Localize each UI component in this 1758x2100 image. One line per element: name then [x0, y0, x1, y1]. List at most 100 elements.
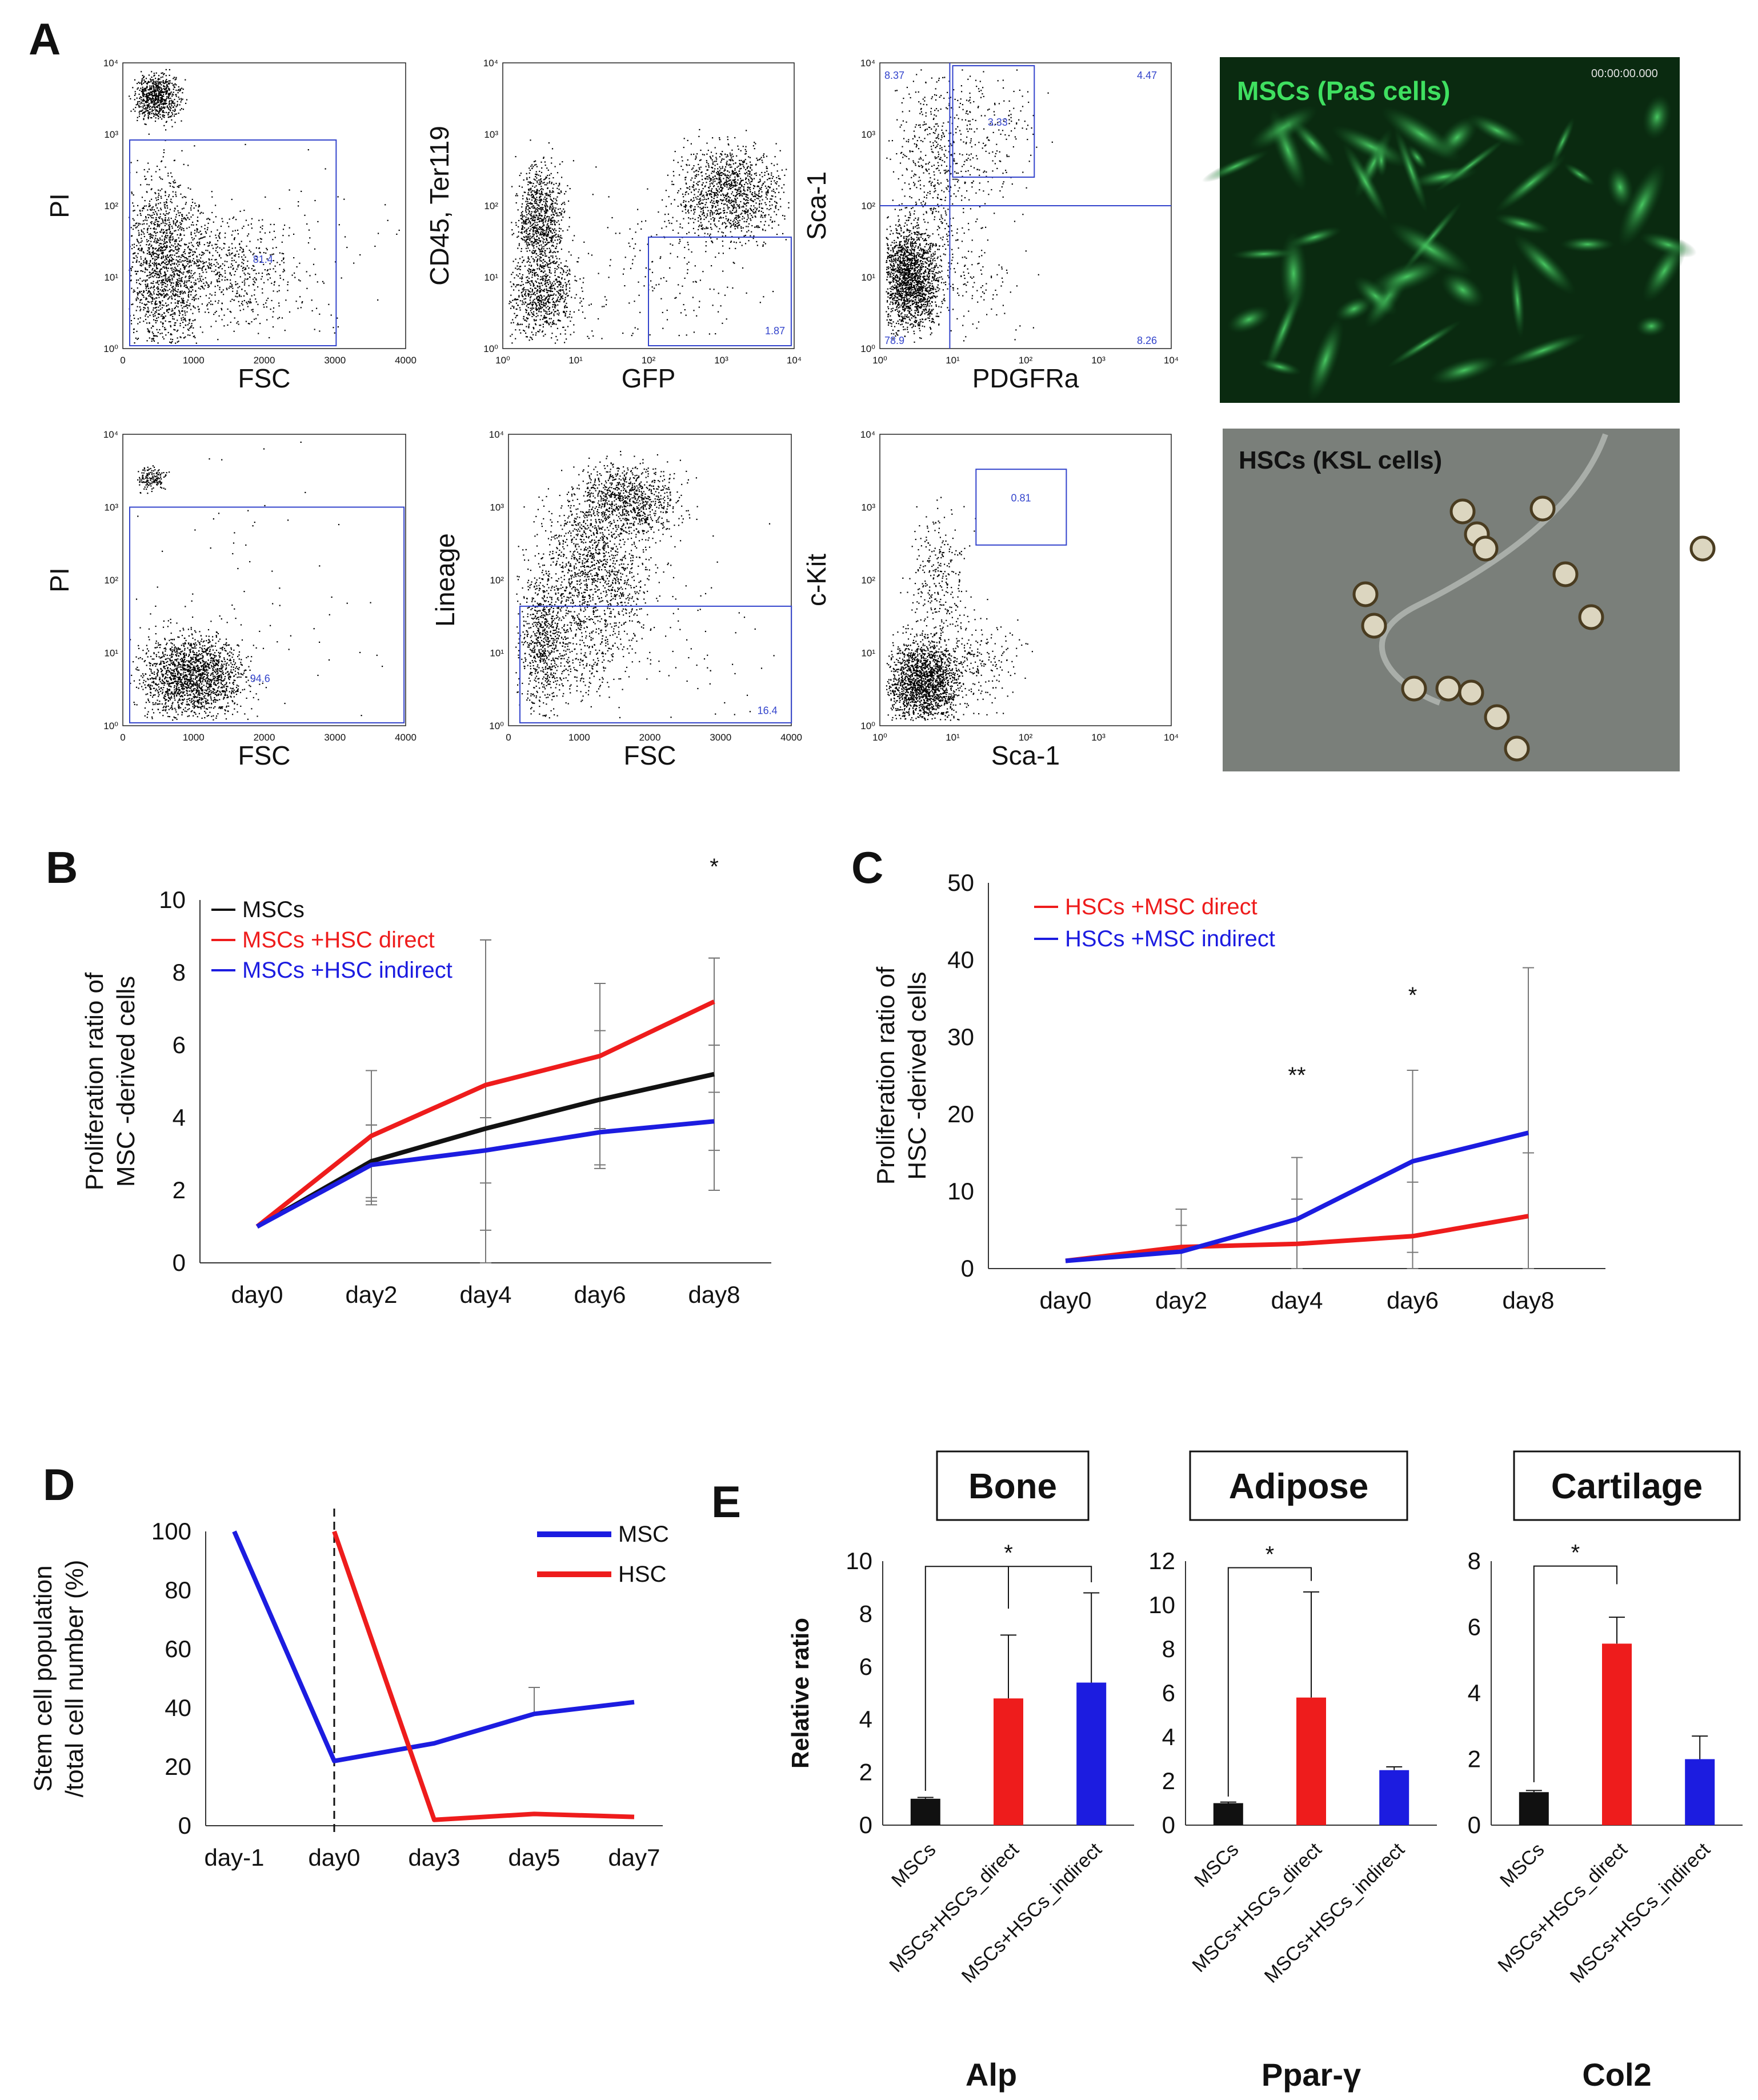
msc-cell	[1387, 320, 1463, 368]
flow-x-tick: 0	[120, 355, 125, 366]
flow-x-tick: 3000	[710, 732, 731, 743]
msc-cell	[1434, 138, 1506, 193]
hsc-cell	[1484, 704, 1510, 730]
y-axis-label: HSC -derived cells	[903, 971, 931, 1179]
legend-label: HSCs +MSC direct	[1065, 894, 1258, 919]
gene-label: Ppar-γ	[1262, 2057, 1361, 2093]
flow-y-tick: 10⁴	[103, 429, 118, 440]
msc-cell	[1264, 284, 1304, 374]
y-tick-label: 8	[859, 1600, 872, 1627]
msc-cell	[1429, 355, 1499, 385]
flow-y-tick: 10⁰	[489, 721, 504, 731]
y-tick-label: 0	[1162, 1811, 1175, 1838]
x-tick-label: day8	[688, 1281, 740, 1308]
flow-y-tick: 10³	[490, 502, 504, 513]
gate-value: 94.6	[250, 673, 270, 685]
bar-mscs-hscs-direct	[1602, 1643, 1632, 1825]
msc-cell	[1495, 154, 1567, 213]
msc-cell	[1642, 239, 1687, 303]
legend-label: MSCs +HSC direct	[242, 927, 435, 953]
flow-y-tick: 10²	[861, 575, 875, 586]
flow-x-label: GFP	[622, 363, 676, 393]
flow-x-tick: 10²	[1019, 732, 1033, 743]
x-tick-label: day2	[345, 1281, 397, 1308]
x-tick-label: day3	[408, 1844, 460, 1871]
flow-y-tick: 10⁴	[860, 58, 875, 69]
flow-plot-frame	[502, 62, 795, 349]
hsc-image-label: HSCs (KSL cells)	[1239, 446, 1442, 474]
x-tick-label: day0	[1039, 1287, 1091, 1314]
x-tick-label: day-1	[204, 1844, 264, 1871]
msc-cell	[1331, 125, 1411, 168]
y-tick-label: 10	[947, 1178, 974, 1205]
flow-y-tick: 10¹	[861, 272, 875, 283]
y-tick-label: 20	[165, 1753, 191, 1780]
bar-chart-cartilage: Cartilage02468MSCsMSCs+HSCs_directMSCs+H…	[1468, 1450, 1743, 2093]
bar-mscs-hscs-indirect	[1685, 1759, 1715, 1825]
flow-y-tick: 10⁴	[103, 58, 118, 69]
hsc-cell	[1435, 675, 1461, 702]
x-tick-label: day5	[508, 1844, 560, 1871]
hsc-image: HSCs (KSL cells)	[1223, 429, 1716, 771]
series-line-hscs-msc-direct	[1065, 1214, 1529, 1263]
flow-y-tick: 10¹	[861, 648, 875, 659]
flow-x-tick: 4000	[780, 732, 802, 743]
y-tick-label: 100	[151, 1518, 191, 1545]
series-line-mscs-hsc-indirect	[256, 1119, 715, 1229]
y-tick-label: 8	[1468, 1547, 1481, 1574]
flow-y-tick: 10¹	[484, 272, 498, 283]
quadrant-inner: 3.33	[988, 117, 1008, 128]
flow-x-tick: 4000	[395, 732, 417, 743]
x-category-label: MSCs+HSCs_indirect	[1260, 1838, 1409, 1987]
flow-x-tick: 10³	[1091, 732, 1106, 743]
hsc-cell	[1458, 679, 1484, 706]
msc-cell	[1368, 258, 1446, 296]
msc-image-timestamp: 00:00:00.000	[1591, 67, 1658, 80]
x-category-label: MSCs	[887, 1839, 940, 1891]
bar-mscs	[1519, 1792, 1549, 1825]
gate-value: 0.81	[1011, 492, 1031, 503]
msc-cell	[1467, 114, 1527, 147]
y-tick-label: 30	[947, 1023, 974, 1050]
flow-plot-a5: 0 1000 2000 3000 4000 10⁰ 10¹ 10² 10³ 10⁴ FSC Linea…	[430, 429, 802, 770]
panel-letter-b: B	[46, 842, 78, 893]
y-tick-label: 2	[859, 1759, 872, 1786]
flow-x-tick: 10³	[714, 355, 728, 366]
y-axis-label: MSC -derived cells	[112, 976, 140, 1187]
msc-cell	[1607, 165, 1634, 209]
series-line-hscs-msc-indirect	[1065, 1130, 1529, 1263]
x-tick-label: day8	[1502, 1287, 1554, 1314]
flow-y-label: Sca-1	[802, 171, 831, 240]
msc-cell	[1440, 271, 1485, 309]
gate-value: 81.4	[253, 254, 273, 265]
flow-y-label: Lineage	[430, 533, 460, 627]
flow-y-tick: 10³	[104, 502, 118, 513]
flow-cytometry-panels: 0 1000 2000 3000 4000 10⁰ 10¹ 10² 10³ 10⁴ FSC PI 81.…	[45, 58, 1179, 770]
msc-cell	[1388, 221, 1473, 277]
flow-x-tick: 10⁰	[872, 732, 887, 743]
flow-x-tick: 10¹	[946, 732, 960, 743]
msc-cell	[1617, 162, 1667, 248]
flow-y-tick: 10⁰	[860, 721, 875, 731]
flow-x-tick: 1000	[568, 732, 590, 743]
flow-plot-frame	[122, 434, 406, 726]
x-tick-label: day4	[1271, 1287, 1323, 1314]
hsc-cell	[1361, 613, 1387, 639]
significance-bracket	[1533, 1565, 1617, 1782]
msc-cell	[1202, 150, 1269, 183]
hsc-cells	[1352, 433, 1716, 762]
quadrant-ll: 78.9	[884, 335, 904, 346]
gene-label: Col2	[1582, 2057, 1651, 2093]
chart-d: 0 20 40 60 80 100 day-1 day0 day3 day5 day7 Stem ce…	[29, 1509, 669, 1871]
y-tick-label: 8	[1162, 1635, 1175, 1662]
significance-bracket	[1227, 1567, 1312, 1797]
flow-y-tick: 10⁰	[103, 721, 118, 731]
bar-mscs-hscs-direct	[994, 1698, 1023, 1825]
x-tick-label: day6	[574, 1281, 626, 1308]
msc-cell	[1342, 142, 1389, 222]
msc-cells	[1202, 94, 1697, 403]
y-tick-label: 2	[1468, 1746, 1481, 1773]
y-tick-label: 12	[1148, 1547, 1175, 1574]
x-tick-label: day0	[231, 1281, 283, 1308]
msc-cell	[1258, 358, 1302, 376]
